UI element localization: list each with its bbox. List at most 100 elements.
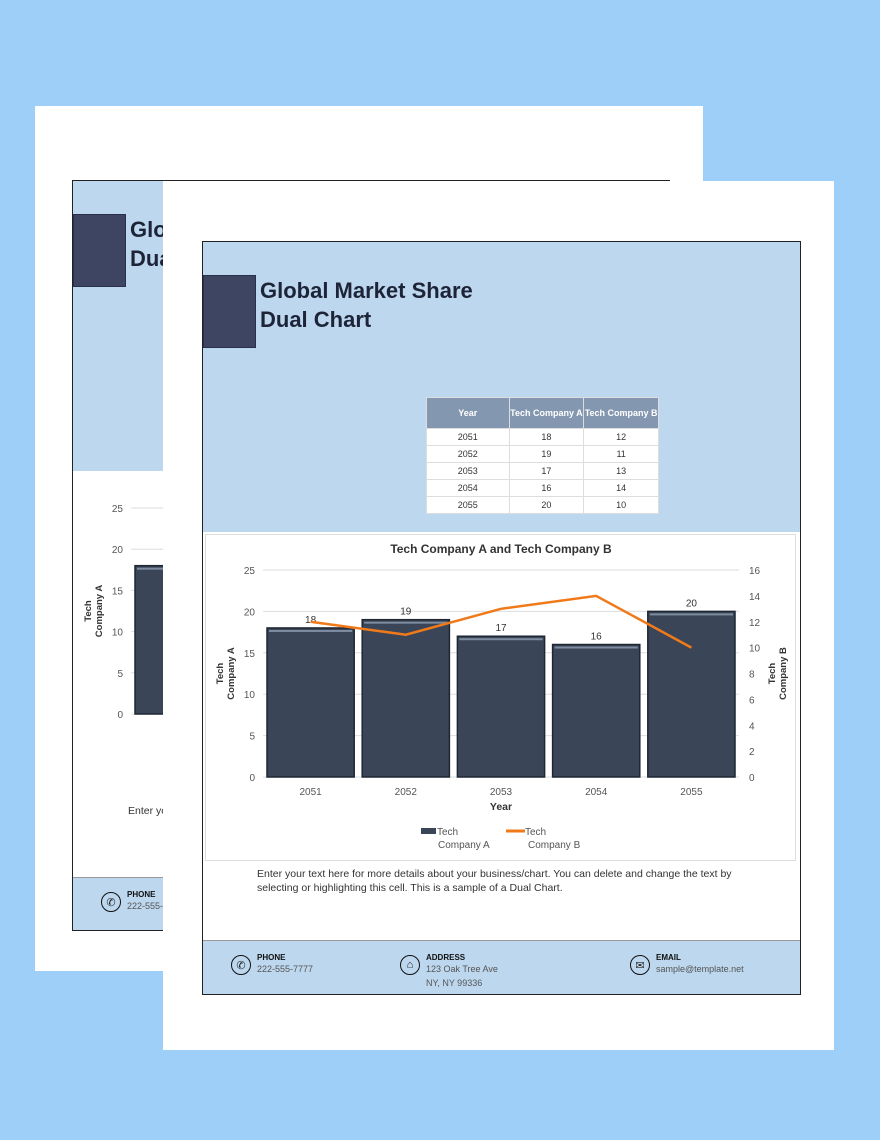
bar-highlight [269,629,353,632]
address-line-1: 123 Oak Tree Ave [426,964,498,974]
bar-data-label: 18 [305,615,317,626]
title-block [73,214,126,287]
x-tick-label: 2053 [490,787,513,798]
x-tick-label: 2055 [680,787,703,798]
table-cell: 17 [508,462,585,480]
title-line-2: Dual Chart [130,246,163,272]
table-cell: 2051 [426,428,510,446]
y2-axis-label: TechCompany B [767,647,789,700]
y-axis-label-line: Tech [215,663,226,685]
y2-tick-label: 10 [749,644,761,655]
y2-tick-label: 8 [749,670,755,681]
table-row: 2053 17 13 [426,462,659,480]
y2-axis-label-line: Company B [778,647,789,700]
phone-value: 222-555-7777 [257,964,314,974]
back-title: Global Market Share Dual Chart [130,215,163,274]
contact-address: ⌂ ADDRESS 123 Oak Tree Ave NY, NY 99336 [400,951,498,990]
y2-tick-label: 12 [749,618,761,629]
table-cell: 2054 [426,479,510,497]
contact-phone: ✆ PHONE 222-555-7777 [231,951,313,976]
y2-tick-label: 14 [749,592,761,603]
email-label: EMAIL [656,953,681,962]
legend-label-company-a: Tech Company A [437,827,490,851]
y-tick-label: 25 [112,504,124,515]
contact-email: ✉ EMAIL sample@template.net [630,951,744,976]
dual-chart: Tech Company A and Tech Company B 0 5 10 15 2… [215,542,789,851]
legend-line: Company A [438,840,490,851]
bar-company-a [361,618,451,778]
bar-data-label: 19 [400,607,412,618]
y2-tick-label: 4 [749,721,755,732]
y2-tick-label: 16 [749,566,761,577]
bar-company-a [456,635,546,778]
title-line-1: Global Market Share [130,217,163,242]
phone-label: PHONE [127,890,156,899]
front-document: Global Market Share Dual Chart Year Tech… [202,241,801,995]
data-table: Year Tech Company A Tech Company B 2051 1… [426,397,659,514]
y-tick-label: 15 [112,586,124,597]
bar-company-a [647,610,736,778]
table-header-row: Year Tech Company A Tech Company B [426,397,659,429]
table-cell: 16 [508,479,585,497]
y-tick-label: 0 [117,710,123,721]
title-block [203,275,256,348]
chart-title: Tech Company A and Tech Company B [390,542,612,556]
bar-highlight [459,638,543,641]
footer: ✆ PHONE 222-555-7777 ⌂ ADDRESS 123 Oak Tre… [203,940,800,994]
front-page: Global Market Share Dual Chart Year Tech… [163,181,834,1050]
phone-value: 222-555-7777 [127,901,184,911]
table-row: 2055 20 10 [426,496,659,514]
table-cell: 18 [508,428,585,446]
table-row: 2052 19 11 [426,445,659,463]
bar-highlight [649,613,733,616]
bar-data-label: 16 [591,632,603,643]
x-axis-label: Year [490,801,512,813]
table-cell: 2053 [426,462,510,480]
address-line-2: NY, NY 99336 [426,978,483,988]
y2-tick-label: 6 [749,695,755,706]
address-label: ADDRESS [426,953,466,962]
y2-tick-label: 2 [749,747,755,758]
x-tick-label: 2054 [585,787,608,798]
table-cell: 12 [583,428,659,446]
legend-line: Tech [525,827,546,838]
y-tick-label: 5 [117,669,123,680]
y-tick-label: 20 [244,607,256,618]
location-home-icon: ⌂ [400,955,420,975]
y-axis-label-line: Company A [226,647,237,700]
table-cell: 19 [508,445,585,463]
bar-highlight [364,621,448,624]
phone-icon: ✆ [101,892,121,912]
title-line-2: Dual Chart [260,307,372,333]
email-value: sample@template.net [656,964,744,974]
col-company-b: Tech Company B [583,397,659,429]
legend-label-company-b: Tech Company B [525,827,581,851]
legend-line: Company B [528,840,581,851]
y-axis-label-line: Company A [94,585,105,638]
bar-company-a [551,643,641,778]
y-axis-label: TechCompany A [83,585,105,638]
table-cell: 10 [583,496,659,514]
legend-swatch-company-a [421,828,436,834]
bar-company-a [266,627,355,778]
y-tick-label: 10 [112,628,124,639]
phone-label: PHONE [257,953,286,962]
col-company-a: Tech Company A [508,397,585,429]
table-cell: 2055 [426,496,510,514]
table-cell: 2052 [426,445,510,463]
x-tick-label: 2051 [299,787,322,798]
title-line-1: Global Market Share [260,278,473,303]
col-year: Year [426,397,510,429]
y-tick-label: 0 [249,773,255,784]
y-tick-label: 5 [249,732,255,743]
table-row: 2054 16 14 [426,479,659,497]
y-tick-label: 10 [244,690,256,701]
y-tick-label: 20 [112,545,124,556]
y-tick-label: 25 [244,566,256,577]
table-cell: 20 [508,496,585,514]
email-icon: ✉ [630,955,650,975]
bar-data-label: 20 [686,598,698,609]
y-tick-label: 15 [244,649,256,660]
legend-line: Tech [437,827,458,838]
back-description: Enter your text here for more details ab… [128,805,163,817]
